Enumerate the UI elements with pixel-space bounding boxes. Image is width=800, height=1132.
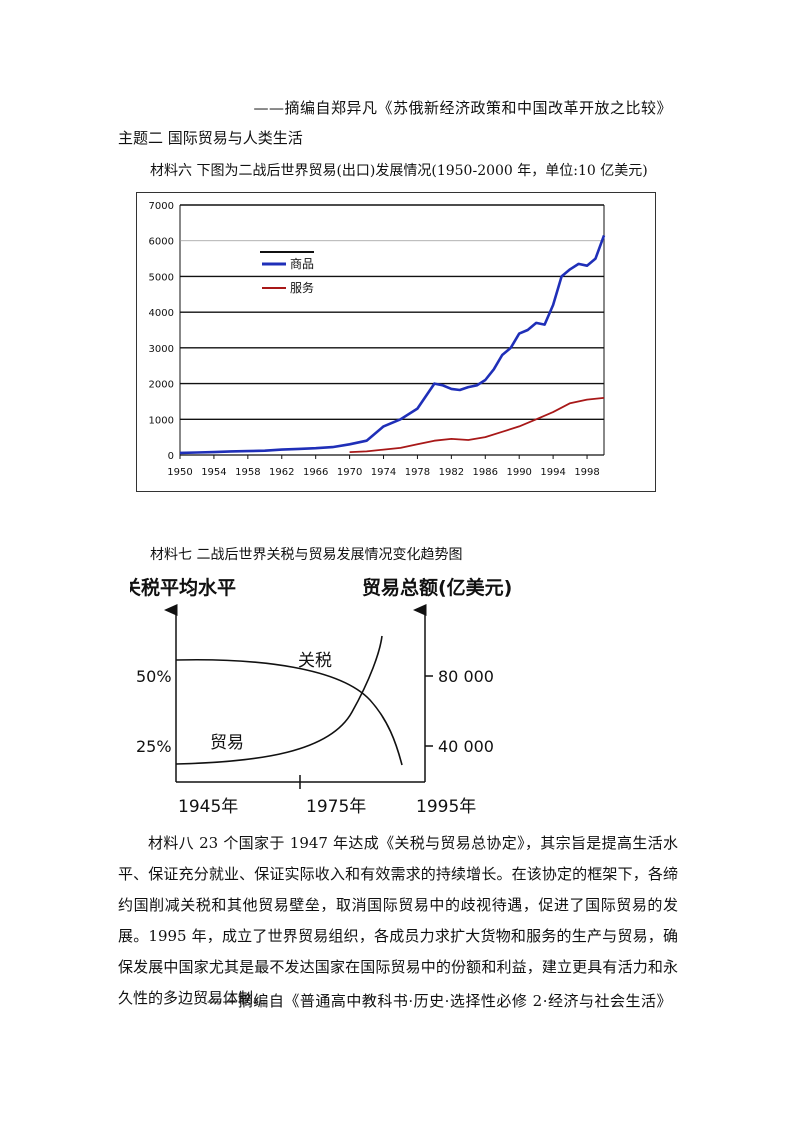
x-tick-label-1958: 1958	[235, 467, 260, 478]
y-tick-label-1000: 1000	[149, 415, 174, 426]
x-tick-label-1970: 1970	[337, 467, 362, 478]
x-tick-label-1986: 1986	[473, 467, 498, 478]
x-tick-label-1998: 1998	[574, 467, 599, 478]
y-tick-label-6000: 6000	[149, 237, 174, 248]
y-tick-label-5000: 5000	[149, 272, 174, 283]
material-7-caption: 材料七 二战后世界关税与贸易发展情况变化趋势图	[150, 547, 463, 563]
tariff-trade-trend-chart: 关税平均水平 贸易总额(亿美元) 50% 25% 80 000 40 000 关…	[122, 572, 670, 822]
x-tick-label-1990: 1990	[506, 467, 531, 478]
chart-legend: 商品 服务	[260, 251, 314, 295]
right-tick-80000: 80 000	[438, 667, 494, 686]
series-line-services	[349, 397, 605, 453]
left-tick-50: 50%	[136, 667, 172, 686]
world-trade-chart-svg: 0 1000 2000 3000 4000 5000 6000 7000 1950 1954 19…	[136, 192, 656, 492]
x-tick-label-1978: 1978	[405, 467, 430, 478]
y-tick-label-2000: 2000	[149, 380, 174, 391]
y-tick-label-3000: 3000	[149, 344, 174, 355]
x-tick-label-1962: 1962	[269, 467, 294, 478]
x-tick-label-1982: 1982	[439, 467, 464, 478]
x-tick-label-1950: 1950	[167, 467, 192, 478]
world-trade-chart: 0 1000 2000 3000 4000 5000 6000 7000 1950 1954 19…	[136, 192, 656, 492]
material-6-caption: 材料六 下图为二战后世界贸易(出口)发展情况(1950-2000 年，单位:10…	[150, 163, 648, 179]
trade-curve-label: 贸易	[210, 733, 244, 753]
tariff-curve-label: 关税	[298, 651, 332, 671]
source-citation-bottom: ——摘编自《普通高中教科书·历史·选择性必修 2·经济与社会生活》	[206, 992, 672, 1010]
x-label-1995: 1995年	[416, 797, 476, 817]
x-tick-label-1994: 1994	[540, 467, 565, 478]
tariff-curve	[175, 658, 403, 766]
y-tick-label-0: 0	[168, 451, 174, 462]
series-line-goods	[179, 234, 606, 455]
y-tick-label-7000: 7000	[149, 201, 174, 212]
x-tick-label-1954: 1954	[201, 467, 226, 478]
right-tick-40000: 40 000	[438, 737, 494, 756]
right-axis-label: 贸易总额(亿美元)	[362, 576, 512, 599]
x-tick-label-1966: 1966	[303, 467, 328, 478]
left-tick-25: 25%	[136, 737, 172, 756]
x-tick-label-1974: 1974	[371, 467, 396, 478]
y-tick-label-4000: 4000	[149, 308, 174, 319]
legend-label-goods: 商品	[290, 256, 314, 271]
source-citation-top: ——摘编自郑异凡《苏俄新经济政策和中国改革开放之比较》	[253, 99, 672, 117]
theme-title: 主题二 国际贸易与人类生活	[118, 129, 303, 147]
tariff-trade-trend-svg: 关税平均水平 贸易总额(亿美元) 50% 25% 80 000 40 000 关…	[122, 576, 512, 817]
left-axis-label: 关税平均水平	[130, 576, 236, 599]
x-label-1945: 1945年	[178, 797, 238, 817]
legend-label-services: 服务	[290, 280, 314, 295]
trade-curve	[175, 635, 383, 765]
x-label-1975: 1975年	[306, 797, 366, 817]
material-8-paragraph: 材料八 23 个国家于 1947 年达成《关税与贸易总协定》，其宗旨是提高生活水…	[118, 834, 678, 1007]
chart-frame	[136, 192, 656, 492]
